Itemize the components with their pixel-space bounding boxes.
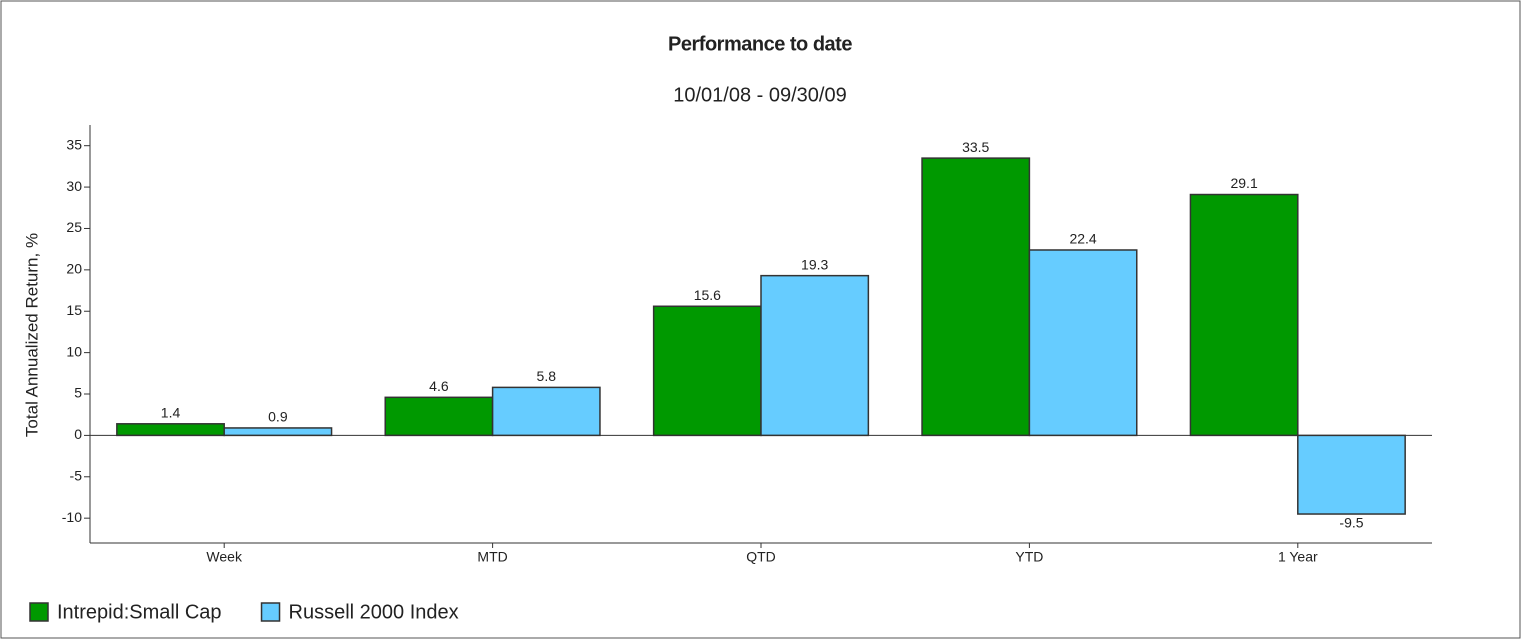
y-axis-title: Total Annualized Return, % [22,233,41,437]
bar [116,423,225,437]
x-tick-label: MTD [477,549,507,565]
y-tick-label: 5 [74,385,82,401]
data-label: 33.5 [962,139,989,155]
data-label: 0.9 [268,409,288,425]
data-label: 5.8 [537,368,557,384]
legend-swatch [29,602,49,622]
bar [384,396,494,437]
bar [760,274,870,437]
bar [223,427,333,437]
x-tick-label: 1 Year [1278,549,1318,565]
chart-title: Performance to date [668,33,852,55]
y-tick-label: -10 [62,509,82,525]
x-tick-label: Week [206,549,243,565]
y-tick-label: -5 [70,467,83,483]
bar [1297,434,1406,515]
x-tick-label: YTD [1015,549,1043,565]
legend-label: Intrepid:Small Cap [57,601,222,623]
y-tick-label: 25 [66,219,82,235]
y-tick-label: 10 [66,343,82,359]
y-tick-label: 0 [74,426,82,442]
y-tick-label: 30 [66,178,82,194]
data-label: 22.4 [1069,231,1096,247]
y-tick-label: 20 [66,261,82,277]
bar [1028,249,1138,437]
data-label: 4.6 [429,378,449,394]
y-tick-label: 35 [66,136,82,152]
legend-swatch [260,602,281,622]
data-label: -9.5 [1339,515,1363,531]
chart-subtitle: 10/01/08 - 09/30/09 [673,84,846,106]
legend-label: Russell 2000 Index [289,601,459,623]
data-label: 15.6 [694,287,721,303]
bar [1189,193,1299,437]
bar [652,305,762,437]
data-label: 29.1 [1230,175,1257,191]
bar [491,386,601,437]
x-tick-label: QTD [746,549,776,565]
bar [921,157,1031,437]
data-label: 1.4 [161,405,181,421]
y-tick-label: 15 [66,302,82,318]
data-label: 19.3 [801,256,828,272]
